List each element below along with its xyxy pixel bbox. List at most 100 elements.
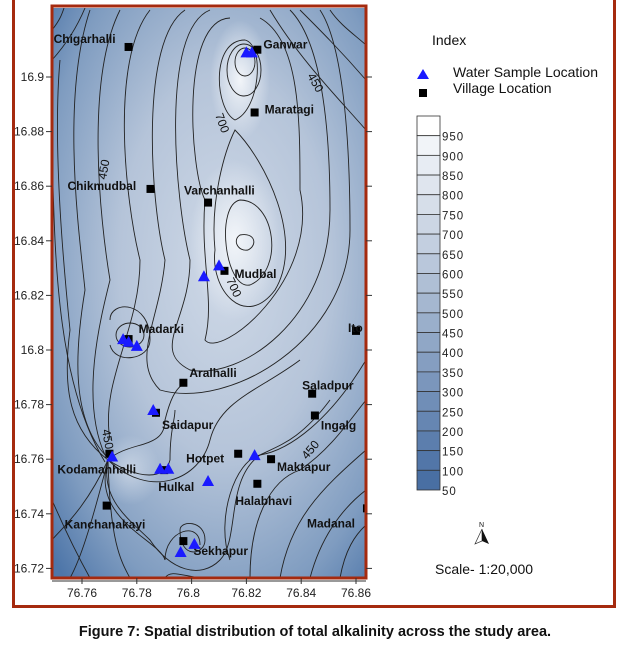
village-marker: Mudbal: [220, 266, 276, 281]
legend-title: Index: [432, 32, 466, 48]
y-tick-label: 16.72: [14, 561, 44, 575]
x-tick-label: 76.78: [122, 586, 152, 600]
color-swatch: [416, 450, 441, 471]
contour-label: 450: [95, 158, 112, 180]
y-tick-label: 16.82: [14, 288, 44, 302]
village-label: Aralhalli: [189, 366, 236, 380]
village-label: Maktapur: [277, 460, 331, 474]
village-marker: Hulkal: [158, 466, 194, 494]
legend: Index Water Sample Location Village Loca…: [416, 32, 598, 577]
village-label: Hulkal: [158, 480, 194, 494]
village-marker: Hotpet: [186, 449, 243, 466]
color-swatch: [416, 430, 441, 452]
water-sample-triangle-icon: [202, 475, 215, 487]
y-tick-label: 16.88: [14, 125, 44, 139]
village-marker: Sekhapur: [179, 537, 248, 558]
legend-level: 50: [442, 486, 457, 498]
village-label: Sekhapur: [193, 544, 248, 558]
y-tick-label: 16.76: [14, 452, 44, 466]
figure-frame: [12, 0, 616, 608]
village-square-icon: [102, 501, 111, 510]
village-square-icon: [250, 108, 259, 117]
village-marker: Kodamanhalli: [57, 449, 136, 477]
village-marker: Saladpur: [302, 379, 354, 398]
village-marker: Maratagi: [250, 102, 314, 117]
water-sample-triangle-icon: [213, 259, 225, 271]
village-label: Chikmudbal: [68, 179, 137, 193]
water-sample-triangle-icon: [162, 462, 175, 474]
water-sample-triangle-icon: [197, 270, 210, 282]
x-tick-label: 76.82: [231, 586, 261, 600]
water-sample-triangle-icon: [122, 335, 135, 347]
village-marker: Chikmudbal: [68, 179, 155, 193]
legend-level: 400: [442, 348, 464, 360]
village-label: Ito: [348, 321, 363, 335]
north-arrow-icon: N: [474, 522, 489, 545]
water-sample-triangle-icon: [106, 450, 119, 462]
color-swatch: [416, 194, 441, 215]
village-label: Hotpet: [186, 452, 224, 466]
color-swatch: [416, 371, 441, 392]
legend-sample-label: Water Sample Location: [453, 64, 598, 80]
village-marker: Maktapur: [267, 455, 331, 474]
color-swatch: [416, 410, 441, 432]
water-sample-triangle-icon: [245, 46, 258, 58]
water-sample-legend-icon: [417, 69, 429, 79]
legend-village-label: Village Location: [453, 80, 552, 96]
village-label: Maratagi: [265, 102, 314, 116]
legend-level: 550: [442, 289, 464, 301]
village-square-icon: [310, 411, 319, 420]
village-label: Saladpur: [302, 379, 354, 393]
legend-level: 300: [442, 388, 464, 400]
village-label: Varchanhalli: [184, 184, 255, 198]
contour-label: 450: [99, 428, 116, 450]
water-sample-triangle-icon: [248, 449, 261, 461]
color-swatch: [416, 214, 441, 235]
village-label: Ganwar: [263, 38, 307, 52]
village-marker: Madanal: [307, 504, 366, 530]
legend-level: 800: [442, 191, 464, 203]
color-swatch: [416, 469, 441, 491]
water-sample-triangle-icon: [147, 404, 160, 416]
contour-label: 700: [212, 111, 232, 135]
village-label: Chigarhalli: [54, 32, 116, 46]
legend-level: 250: [442, 407, 464, 419]
legend-level: 200: [442, 427, 464, 439]
village-square-icon: [352, 326, 360, 335]
y-tick-label: 16.8: [21, 343, 45, 357]
village-square-icon: [105, 449, 114, 458]
color-swatch: [416, 174, 441, 196]
village-legend-icon: [419, 89, 427, 97]
village-marker: Aralhalli: [179, 366, 237, 387]
map-border: [50, 4, 368, 580]
legend-level: 500: [442, 309, 464, 321]
village-label: Madarki: [139, 322, 184, 336]
village-label: Saidapur: [162, 418, 214, 432]
village-square-icon: [220, 266, 229, 275]
village-square-icon: [160, 466, 169, 475]
color-swatch: [416, 273, 441, 294]
village-label: Kodamanhalli: [57, 463, 136, 477]
color-swatch: [416, 253, 441, 274]
village-marker: Varchanhalli: [184, 184, 255, 207]
color-scale: 950 900 850 800 750 700 650 600 550 500 450 400 350 3…: [416, 115, 464, 498]
village-square-icon: [308, 389, 317, 398]
village-square-icon: [179, 378, 188, 387]
legend-level: 850: [442, 171, 464, 183]
village-label: Ingalg: [321, 419, 356, 433]
color-swatch: [416, 351, 441, 373]
axes: 76.76 76.78 76.8 76.82 76.84 76.86 16.9 16.88 16…: [14, 70, 372, 600]
water-sample-triangle-icon: [154, 462, 167, 474]
village-square-icon: [362, 504, 366, 513]
village-square-icon: [179, 537, 188, 546]
y-tick-label: 16.9: [21, 70, 45, 84]
north-label: N: [479, 522, 484, 529]
village-square-icon: [267, 455, 276, 464]
color-swatch: [416, 332, 441, 353]
contour-map: 700 700 450 450 450 450 Chigarhalli Ganwa…: [52, 8, 366, 578]
legend-level: 700: [442, 230, 464, 242]
legend-level: 450: [442, 329, 464, 341]
color-swatch: [416, 233, 441, 255]
village-square-icon: [234, 449, 243, 458]
